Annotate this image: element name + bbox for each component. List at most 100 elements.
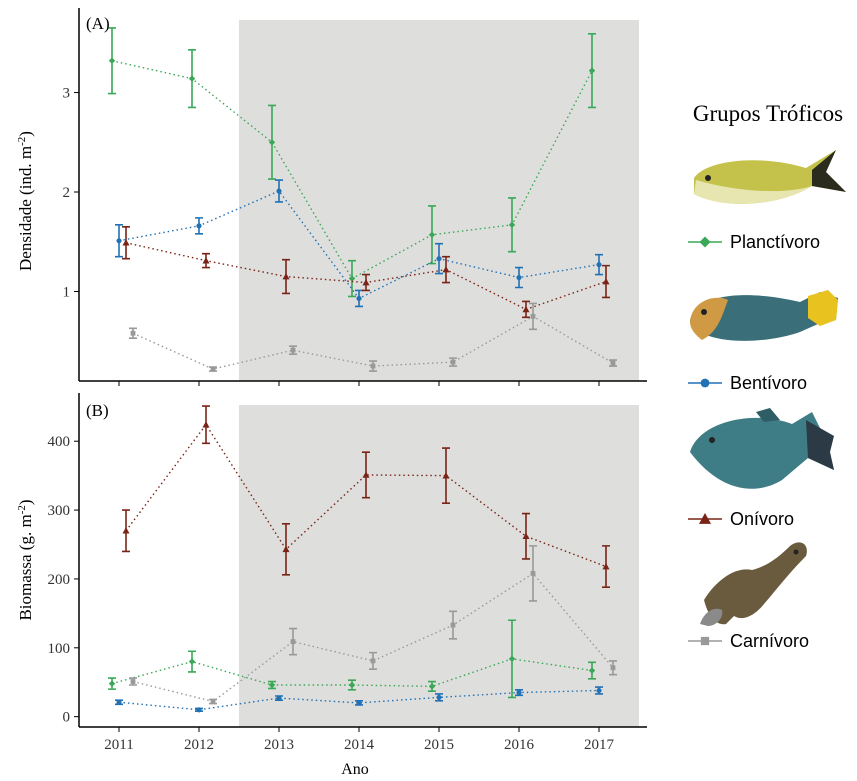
data-point [348,681,356,689]
data-point [530,313,536,319]
data-point [516,690,522,696]
data-point [442,266,450,273]
data-point [130,330,136,336]
data-point [370,363,376,369]
data-point [188,658,196,665]
data-point [108,57,116,64]
data-point [276,695,282,701]
data-point [268,139,276,146]
y-tick-label: 200 [48,572,71,588]
data-point [356,295,362,302]
density-ylabel-end: ) [16,131,35,137]
data-point [362,279,370,286]
data-point [610,360,616,366]
legend-marker [698,512,712,524]
data-point [596,687,602,694]
data-point [116,238,122,244]
x-tick-label: 2015 [424,737,454,753]
data-point [602,278,610,285]
legend-label: Planctívoro [730,232,820,252]
legend-label: Carnívoro [730,631,809,651]
xlabel: Ano [341,761,369,778]
data-point [428,683,436,690]
data-point [436,256,442,262]
data-point [588,67,596,74]
data-point [108,680,116,687]
data-point [276,188,282,194]
data-point [522,305,530,313]
data-point [188,75,196,82]
data-point [428,231,436,238]
damselfish-image [694,150,846,204]
legend-label: Bentívoro [730,373,807,393]
legend-title: Grupos Tróficos [693,101,843,126]
biomass-ylabel: Biomassa (g. m-2) [16,499,35,620]
parrotfish-image [690,290,838,341]
y-tick-label: 1 [63,284,71,300]
data-point [130,679,136,684]
data-point [290,347,296,353]
y-tick-label: 0 [63,710,71,726]
data-point [290,639,296,645]
y-tick-label: 100 [48,641,71,657]
data-point [370,658,376,664]
data-point [196,707,202,713]
data-point [450,622,456,628]
data-point [282,545,290,553]
legend: Planctívoro Bentívoro Onívoro Carnívoro [688,232,820,651]
legend-marker [700,636,710,646]
biomass-ylabel-text: Biomassa (g. m [16,514,35,620]
triggerfish-image [690,408,834,489]
x-tick-label: 2012 [184,737,214,753]
data-point [610,665,616,671]
data-point [202,257,210,264]
data-point [356,700,362,706]
data-point [210,366,216,372]
x-tick-label: 2016 [504,737,535,753]
data-point [202,421,210,428]
panel-a-label: (A) [86,14,110,33]
y-tick-label: 2 [63,185,71,201]
legend-marker [699,236,711,248]
panel-b-label: (B) [86,401,109,420]
data-point [596,262,602,268]
y-tick-label: 300 [48,503,71,519]
biomass-ylabel-sup: -2 [16,505,28,514]
x-tick-label: 2014 [344,737,375,753]
data-point [436,694,442,700]
legend-marker [700,378,710,388]
data-point [116,699,122,705]
density-ylabel-text: Densidade (ind. m [16,146,35,271]
data-point [362,471,370,478]
data-point [602,563,610,570]
data-point [196,223,202,229]
biomass-panel: 0 100 200 300 400 2011 2012 2013 2014 2015 2016 201… [48,393,647,753]
data-point [522,532,530,540]
data-point [268,681,276,689]
y-tick-label: 400 [48,434,71,450]
shaded-period [239,405,639,727]
data-point [516,274,522,281]
data-point [508,655,516,663]
data-point [442,472,450,479]
data-point [348,275,356,282]
density-ylabel: Densidade (ind. m-2) [16,131,35,271]
density-panel: 1 2 3 [63,8,647,386]
data-point [508,221,516,229]
shaded-period [239,20,639,381]
moray-eel-image [700,542,807,626]
data-point [122,239,130,246]
x-tick-label: 2011 [104,737,133,753]
data-point [282,273,290,280]
x-tick-label: 2013 [264,737,294,753]
density-ylabel-sup: -2 [16,137,28,146]
data-point [530,571,536,576]
y-tick-label: 3 [63,86,71,102]
legend-label: Onívoro [730,509,794,529]
biomass-ylabel-end: ) [16,499,35,505]
x-tick-label: 2017 [584,737,615,753]
data-point [210,699,216,704]
data-point [450,359,456,365]
data-point [588,667,596,674]
